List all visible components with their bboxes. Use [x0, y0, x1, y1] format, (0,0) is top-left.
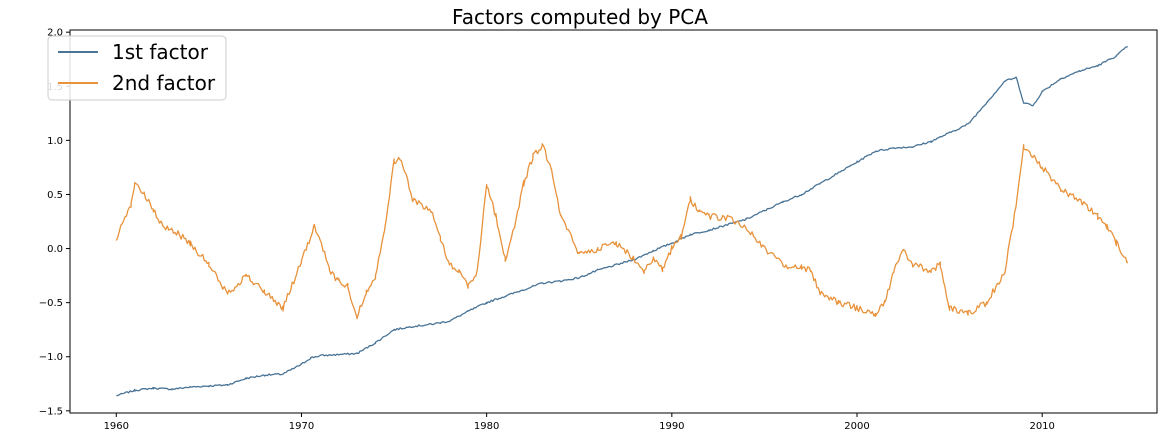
x-axis: 1960 1970 1980 1990 2000 2010: [104, 413, 1055, 432]
y-tick-label: −0.5: [39, 298, 63, 309]
legend-label-1: 1st factor: [112, 40, 209, 64]
y-tick-label: −1.5: [39, 406, 63, 417]
x-tick-label: 2010: [1029, 421, 1054, 432]
x-tick-label: 1980: [474, 421, 499, 432]
series-layer: [115, 45, 1129, 397]
y-tick-label: 2.0: [47, 28, 63, 39]
y-tick-label: 0.5: [47, 190, 63, 201]
x-tick-label: 2000: [844, 421, 869, 432]
y-tick-label: 1.0: [47, 136, 63, 147]
x-tick-label: 1970: [289, 421, 314, 432]
x-tick-label: 1990: [659, 421, 684, 432]
legend: 1st factor 2nd factor: [47, 35, 227, 101]
axes-frame: [69, 29, 1158, 414]
series-line-1: [116, 45, 1129, 397]
series-line-2: [115, 143, 1129, 320]
x-tick-label: 1960: [104, 421, 129, 432]
y-tick-label: −1.0: [39, 352, 63, 363]
chart-title: Factors computed by PCA: [452, 5, 708, 29]
legend-label-2: 2nd factor: [112, 71, 216, 95]
y-tick-label: 0.0: [47, 244, 63, 255]
plot-area: [69, 29, 1158, 414]
